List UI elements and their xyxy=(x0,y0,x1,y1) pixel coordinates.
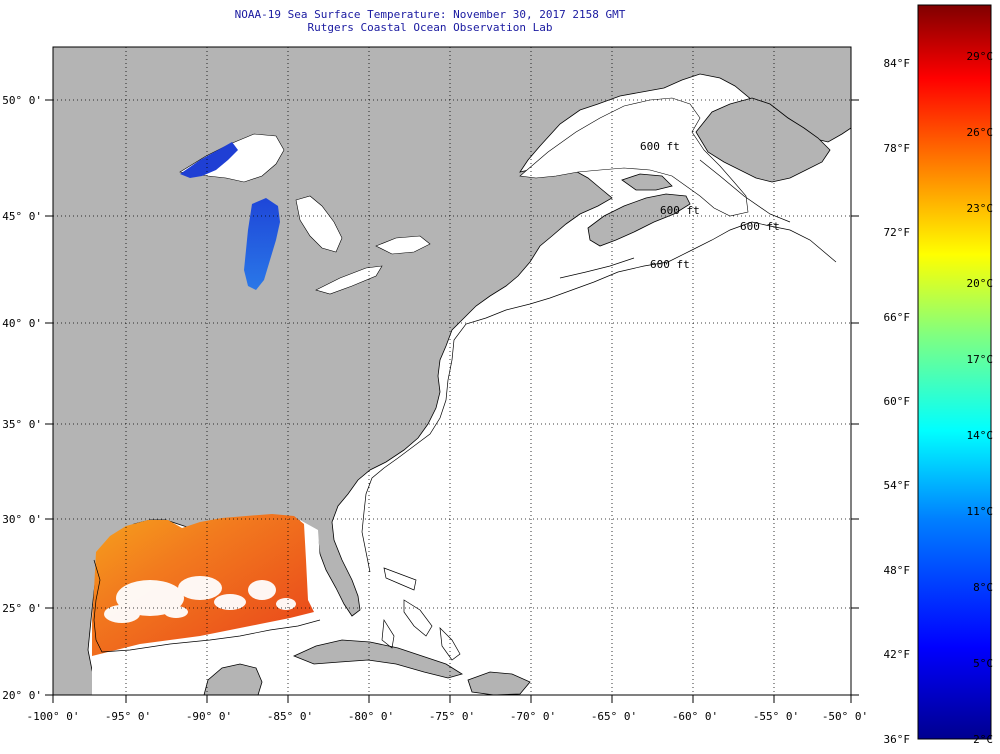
cbar-c-label: 29°C xyxy=(967,50,994,63)
lat-label: 35° 0' xyxy=(2,418,42,431)
graticule xyxy=(53,47,851,695)
cbar-f-label: 48°F xyxy=(884,564,911,577)
cbar-f-label: 84°F xyxy=(884,57,911,70)
cbar-c-label: 20°C xyxy=(967,277,994,290)
map-subtitle: Rutgers Coastal Ocean Observation Lab xyxy=(307,21,553,34)
cbar-c-label: 5°C xyxy=(973,657,993,670)
cbar-c-label: 11°C xyxy=(967,505,994,518)
land-newfoundland xyxy=(695,97,831,183)
cbar-f-label: 54°F xyxy=(884,479,911,492)
map-frame xyxy=(52,46,852,696)
lake-michigan-sst xyxy=(244,198,280,290)
lat-label: 25° 0' xyxy=(2,602,42,615)
cbar-f-label: 66°F xyxy=(884,311,911,324)
cbar-c-label: 14°C xyxy=(967,429,994,442)
shelf-contours xyxy=(93,159,837,653)
lon-tick-marks xyxy=(52,695,852,703)
cbar-c-label: 8°C xyxy=(973,581,993,594)
land-cape-breton xyxy=(621,173,673,191)
lat-tick-marks xyxy=(45,99,859,696)
cbar-f-label: 60°F xyxy=(884,395,911,408)
map-title: NOAA-19 Sea Surface Temperature: Novembe… xyxy=(234,8,626,21)
lon-label: -75° 0' xyxy=(429,710,475,723)
lon-label: -95° 0' xyxy=(105,710,151,723)
cbar-c-label: 2°C xyxy=(973,733,993,746)
lat-label: 30° 0' xyxy=(2,513,42,526)
lon-label: -65° 0' xyxy=(591,710,637,723)
cbar-f-label: 36°F xyxy=(884,733,911,746)
lon-label: -90° 0' xyxy=(186,710,232,723)
cbar-f-label: 42°F xyxy=(884,648,911,661)
cbar-f-label: 78°F xyxy=(884,142,911,155)
cbar-f-label: 72°F xyxy=(884,226,911,239)
lake-huron xyxy=(295,195,343,253)
cbar-c-label: 17°C xyxy=(967,353,994,366)
contour-label: 600 ft xyxy=(640,140,680,153)
land-cuba xyxy=(292,639,463,679)
st-lawrence-gulf xyxy=(519,97,749,217)
gulf-south-nodata xyxy=(92,618,330,695)
lake-superior-sst xyxy=(180,142,238,178)
lon-label: -55° 0' xyxy=(753,710,799,723)
lake-erie xyxy=(315,265,383,295)
contour-label: 600 ft xyxy=(660,204,700,217)
land-hispaniola xyxy=(467,671,531,695)
lat-label: 20° 0' xyxy=(2,689,42,702)
lon-label: -60° 0' xyxy=(672,710,718,723)
lake-ontario xyxy=(375,235,431,255)
lat-label: 45° 0' xyxy=(2,210,42,223)
lon-label: -80° 0' xyxy=(348,710,394,723)
bahamas-outline xyxy=(381,567,461,661)
colorbar xyxy=(917,4,992,740)
cloud-gaps xyxy=(104,576,296,623)
cbar-c-label: 26°C xyxy=(967,126,994,139)
contour-label: 600 ft xyxy=(740,220,780,233)
lon-label: -70° 0' xyxy=(510,710,556,723)
lon-label: -50° 0' xyxy=(822,710,868,723)
lat-label: 50° 0' xyxy=(2,94,42,107)
land-yucatan xyxy=(203,663,263,695)
lon-label: -85° 0' xyxy=(267,710,313,723)
lon-label: -100° 0' xyxy=(27,710,80,723)
land-nova-scotia xyxy=(587,193,691,247)
lat-label: 40° 0' xyxy=(2,317,42,330)
cbar-c-label: 23°C xyxy=(967,202,994,215)
contour-label: 600 ft xyxy=(650,258,690,271)
